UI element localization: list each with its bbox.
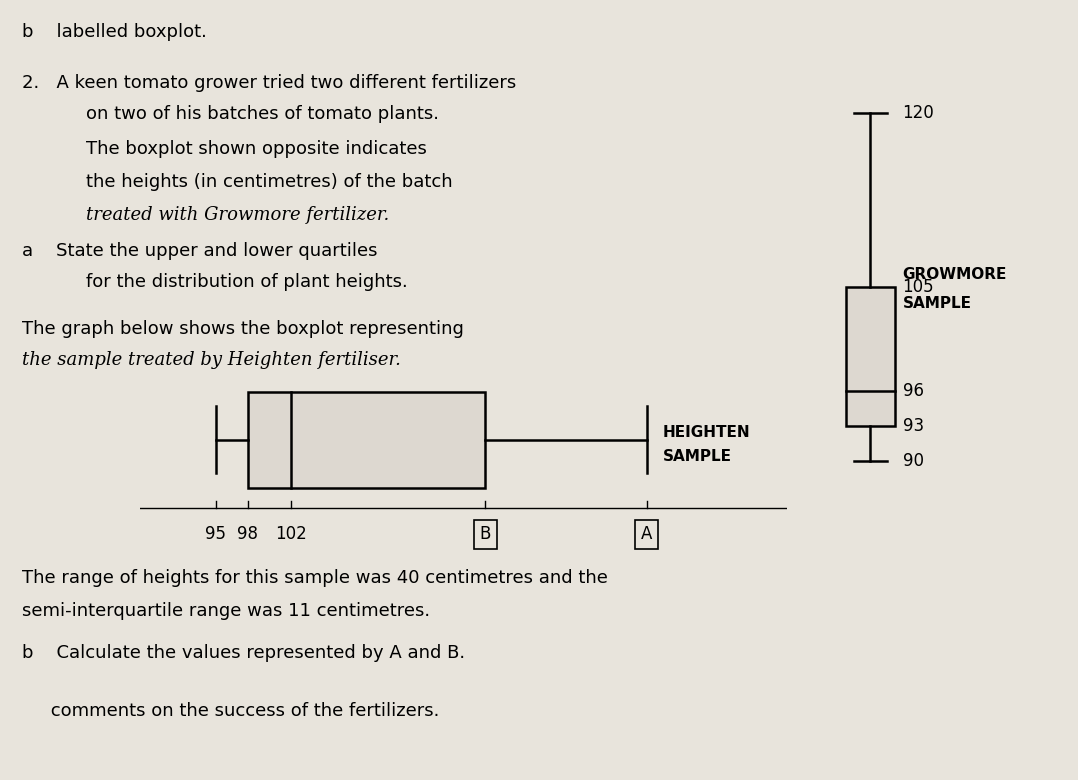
Text: 90: 90 bbox=[902, 452, 924, 470]
Text: treated with Growmore fertilizer.: treated with Growmore fertilizer. bbox=[86, 206, 389, 224]
Bar bbox=[845, 286, 896, 426]
Text: semi-interquartile range was 11 centimetres.: semi-interquartile range was 11 centimet… bbox=[22, 602, 430, 620]
Text: on two of his batches of tomato plants.: on two of his batches of tomato plants. bbox=[86, 105, 439, 123]
Text: for the distribution of plant heights.: for the distribution of plant heights. bbox=[86, 273, 407, 291]
Text: b    labelled boxplot.: b labelled boxplot. bbox=[22, 23, 206, 41]
Text: The range of heights for this sample was 40 centimetres and the: The range of heights for this sample was… bbox=[22, 569, 607, 587]
Text: 96: 96 bbox=[902, 382, 924, 400]
Text: 102: 102 bbox=[275, 526, 307, 544]
Text: A: A bbox=[641, 526, 652, 544]
Text: b    Calculate the values represented by A and B.: b Calculate the values represented by A … bbox=[22, 644, 465, 661]
Text: 120: 120 bbox=[902, 104, 935, 122]
Text: 95: 95 bbox=[205, 526, 226, 544]
Text: 2.   A keen tomato grower tried two different fertilizers: 2. A keen tomato grower tried two differ… bbox=[22, 74, 515, 92]
Text: comments on the success of the fertilizers.: comments on the success of the fertilize… bbox=[22, 702, 439, 720]
Text: HEIGHTEN: HEIGHTEN bbox=[663, 425, 750, 440]
Text: B: B bbox=[480, 526, 490, 544]
Text: 93: 93 bbox=[902, 417, 924, 434]
Bar bbox=[248, 392, 485, 488]
Text: SAMPLE: SAMPLE bbox=[902, 296, 971, 311]
Text: 98: 98 bbox=[237, 526, 259, 544]
Text: SAMPLE: SAMPLE bbox=[663, 449, 732, 464]
Text: GROWMORE: GROWMORE bbox=[902, 268, 1007, 282]
Text: 105: 105 bbox=[902, 278, 935, 296]
Text: the sample treated by Heighten fertiliser.: the sample treated by Heighten fertilise… bbox=[22, 351, 400, 369]
Text: a    State the upper and lower quartiles: a State the upper and lower quartiles bbox=[22, 242, 377, 260]
Text: The boxplot shown opposite indicates: The boxplot shown opposite indicates bbox=[86, 140, 427, 158]
Text: The graph below shows the boxplot representing: The graph below shows the boxplot repres… bbox=[22, 320, 464, 338]
Text: the heights (in centimetres) of the batch: the heights (in centimetres) of the batc… bbox=[86, 173, 453, 191]
